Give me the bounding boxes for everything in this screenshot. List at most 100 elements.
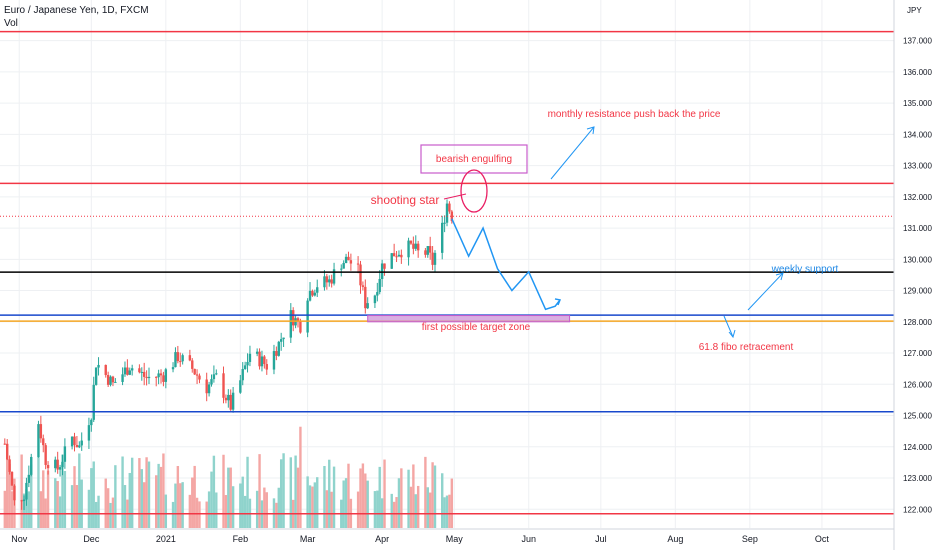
price-tick-label: 128.000 — [903, 318, 932, 327]
volume-bar — [80, 479, 83, 528]
volume-bar — [431, 462, 434, 528]
candle-body — [191, 360, 194, 369]
candle-body — [92, 384, 95, 420]
volume-bar — [265, 492, 268, 528]
candle-body — [130, 368, 134, 371]
candle-body — [443, 222, 446, 224]
candle-body — [78, 445, 81, 448]
price-axis[interactable]: 122.000 123.000 124.000 125.000 126.000 127.0… — [893, 0, 932, 550]
volume-bar — [428, 492, 432, 528]
volume-bar — [258, 454, 261, 528]
volume-bar — [299, 426, 302, 528]
candle-body — [431, 252, 434, 265]
drawings-layer[interactable]: monthly resistance push back the price be… — [367, 109, 839, 353]
volume-bar — [198, 501, 201, 528]
volume-bar — [376, 490, 379, 528]
volume-bar — [325, 490, 329, 528]
candle-body — [46, 464, 50, 469]
time-tick-label: Aug — [667, 534, 683, 544]
candle-body — [361, 285, 365, 287]
volume-bar — [342, 480, 345, 528]
candle-body — [229, 394, 232, 410]
volume-bar — [195, 497, 199, 528]
price-tick-label: 122.000 — [903, 505, 932, 514]
candle-body — [27, 474, 31, 483]
candle-body — [227, 394, 230, 401]
candle-body — [255, 351, 259, 354]
candle-body — [400, 254, 403, 258]
volume-bar — [289, 457, 293, 528]
projection-arrowhead — [554, 298, 562, 306]
symbol-title[interactable]: Euro / Japanese Yen, 1D, FXCM — [4, 5, 149, 16]
candle-body — [224, 397, 228, 401]
candle-body — [75, 444, 79, 448]
candle-body — [349, 260, 353, 264]
chart-legend: Euro / Japanese Yen, 1D, FXCM Vol — [4, 4, 149, 30]
time-tick-label: Apr — [375, 534, 389, 544]
volume-bar — [70, 485, 74, 528]
volume-bar — [330, 491, 333, 528]
volume-bar — [128, 472, 131, 528]
candle-body — [275, 351, 278, 356]
volume-bar — [174, 483, 177, 528]
candle-body — [412, 243, 415, 249]
volume-bar — [356, 491, 360, 528]
candle-body — [121, 374, 124, 382]
volume-bar — [92, 461, 95, 528]
candle-body — [306, 300, 309, 333]
candle-body — [104, 364, 107, 376]
candle-body — [241, 369, 244, 381]
volume-bar — [176, 466, 180, 528]
volume-bar — [316, 477, 319, 528]
weekly-support-arrow — [747, 272, 784, 311]
volume-bar — [450, 478, 454, 528]
candle-body — [207, 384, 211, 394]
time-tick-label: 2021 — [156, 534, 176, 544]
volume-bar — [306, 476, 309, 528]
candle-body — [176, 352, 180, 362]
candle-body — [54, 459, 57, 469]
volume-bar — [145, 457, 148, 528]
volume-bar — [73, 466, 76, 528]
candle-body — [44, 445, 47, 465]
candle-body — [193, 368, 196, 375]
volume-bar — [378, 466, 381, 528]
candle-body — [111, 376, 115, 383]
time-axis[interactable]: Nov Dec 2021 Feb Mar Apr May Jun Jul Aug Sep Oct — [0, 528, 894, 544]
candle-body — [215, 373, 218, 375]
volume-bar — [90, 468, 93, 528]
volume-bar — [155, 475, 158, 528]
price-tick-label: 124.000 — [903, 443, 932, 452]
volume-bar — [366, 480, 369, 528]
candle-body — [155, 376, 158, 378]
candle-body — [20, 500, 23, 502]
candle-body — [58, 467, 62, 470]
volume-bar — [109, 502, 112, 528]
volume-bar — [448, 494, 451, 528]
volume-bar — [433, 465, 437, 528]
volume-bar — [445, 495, 449, 528]
volume-bar — [414, 494, 417, 528]
candle-body — [328, 279, 331, 283]
candle-body — [289, 310, 293, 338]
candle-body — [246, 361, 249, 366]
price-tick-label: 133.000 — [903, 162, 932, 171]
candle-body — [73, 436, 76, 445]
volume-bar — [114, 465, 117, 528]
volume-bar — [392, 501, 396, 528]
candle-body — [292, 310, 295, 326]
volume-bar — [179, 483, 182, 528]
candle-body — [397, 254, 401, 257]
volume-label[interactable]: Vol — [4, 18, 18, 29]
candle-body — [37, 424, 40, 457]
volume-bar — [407, 469, 410, 528]
volume-bar — [412, 464, 415, 528]
volume-bar — [140, 469, 143, 528]
volume-bar — [123, 485, 127, 528]
volume-bar — [42, 470, 45, 528]
volume-bar — [224, 495, 228, 528]
target-zone-box — [367, 315, 571, 323]
currency-label: JPY — [907, 6, 922, 15]
candle-body — [383, 263, 386, 269]
